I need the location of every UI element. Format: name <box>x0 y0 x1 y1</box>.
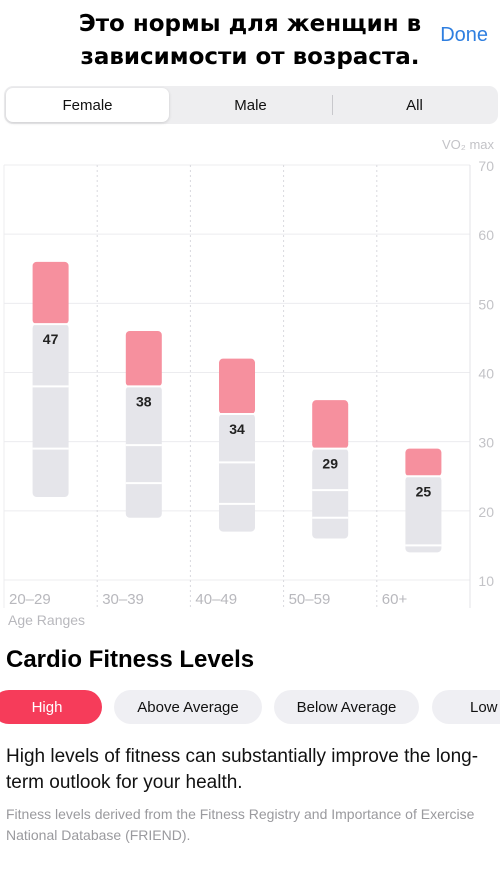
bar-base-segment <box>219 414 255 532</box>
y-tick-label: 70 <box>478 158 494 174</box>
bar-base-segment <box>32 324 69 497</box>
fitness-level-filters: High Above Average Below Average Low <box>0 690 500 726</box>
x-axis-label: Age Ranges <box>8 612 85 628</box>
level-low-button[interactable]: Low <box>432 690 500 724</box>
x-tick-label: 30–39 <box>102 591 144 608</box>
x-tick-label: 60+ <box>382 591 408 608</box>
y-tick-label: 10 <box>478 573 494 589</box>
y-tick-label: 40 <box>478 366 494 382</box>
level-below-average-button[interactable]: Below Average <box>274 690 419 724</box>
bar-data-label: 25 <box>416 483 432 499</box>
x-tick-label: 40–49 <box>195 591 237 608</box>
section-title: Cardio Fitness Levels <box>6 646 255 673</box>
y-tick-label: 30 <box>478 435 494 451</box>
bar-high-segment <box>312 400 349 449</box>
bar-high-segment <box>405 448 442 477</box>
level-above-average-button[interactable]: Above Average <box>114 690 262 724</box>
caption-line-1: Это нормы для женщин в <box>78 11 422 37</box>
y-tick-label: 50 <box>478 296 494 312</box>
bar-base-segment <box>405 476 442 553</box>
video-caption: Это нормы для женщин в зависимости от во… <box>0 8 500 74</box>
x-tick-label: 20–29 <box>9 591 51 608</box>
data-source-note: Fitness levels derived from the Fitness … <box>6 806 475 843</box>
bar-data-label: 29 <box>322 456 338 472</box>
bar-base-segment <box>125 386 162 518</box>
segment-male[interactable]: Male <box>234 96 267 114</box>
bar-data-label: 38 <box>136 393 152 409</box>
segment-divider <box>332 95 333 115</box>
level-high-button[interactable]: High <box>0 690 102 724</box>
segment-female[interactable]: Female <box>6 88 169 122</box>
x-tick-label: 50–59 <box>289 591 331 608</box>
bar-high-segment <box>125 331 162 387</box>
y-tick-label: 20 <box>478 504 494 520</box>
bar-high-segment <box>219 358 255 414</box>
bar-base-segment <box>312 448 349 539</box>
gender-segmented-control: Female Male All <box>4 86 498 124</box>
done-button[interactable]: Done <box>440 24 488 46</box>
caption-line-2: зависимости от возраста. <box>80 44 420 70</box>
bar-high-segment <box>32 261 69 325</box>
vo2max-chart: 10 20 30 40 50 60 70 VO₂ max 20–29 30–39 40–49 50–5… <box>3 137 495 628</box>
segment-all[interactable]: All <box>406 96 423 114</box>
bar-data-label: 34 <box>229 421 245 437</box>
level-description: High levels of fitness can substantially… <box>6 746 479 793</box>
bar-data-label: 47 <box>43 331 59 347</box>
y-axis-label: VO₂ max <box>442 137 495 152</box>
y-tick-label: 60 <box>478 227 494 243</box>
